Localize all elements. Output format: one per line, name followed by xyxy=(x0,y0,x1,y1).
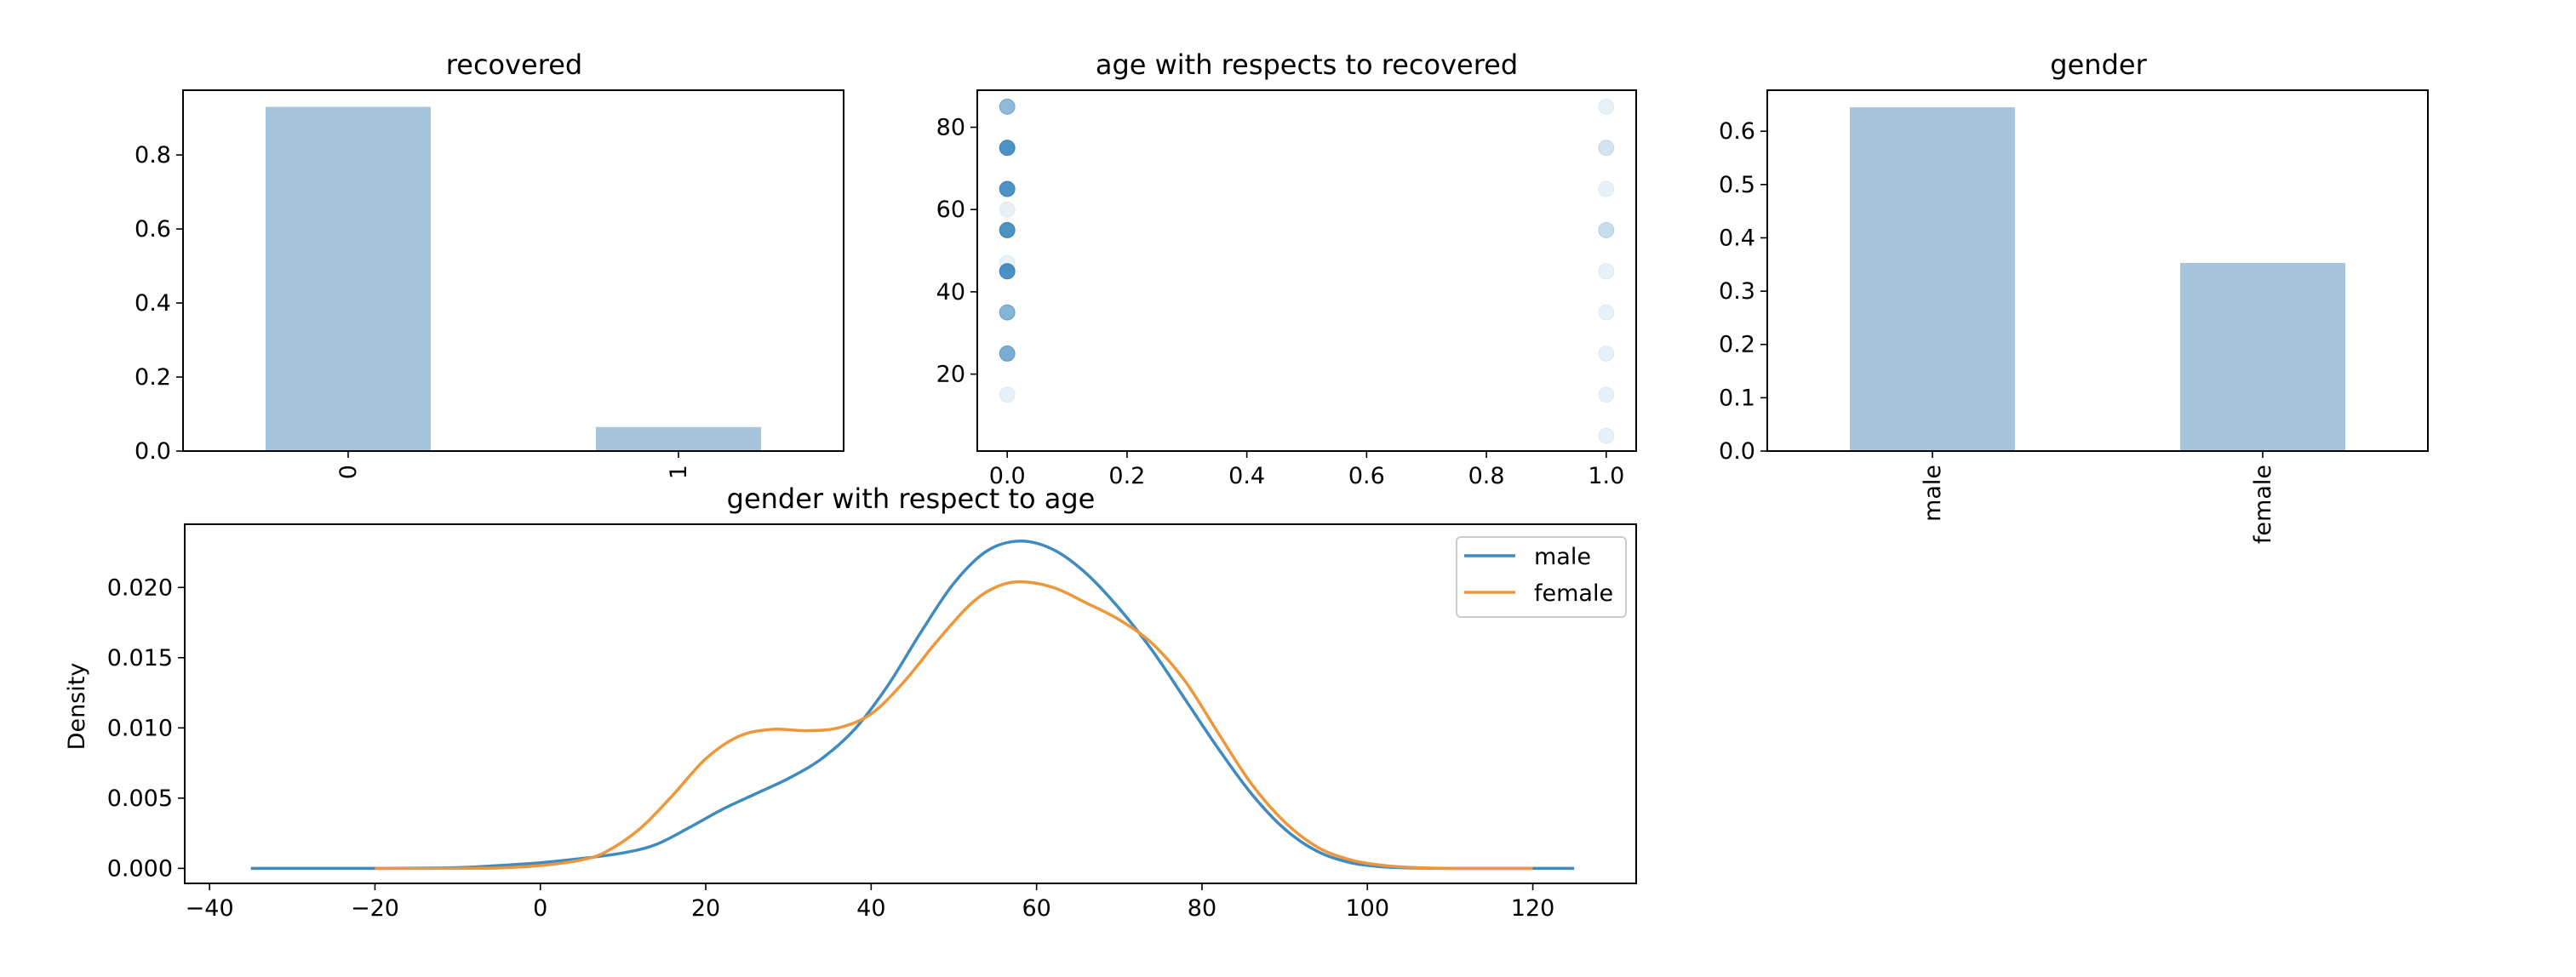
scatter-point xyxy=(1598,140,1615,157)
y-tick-label: 0.2 xyxy=(135,364,171,391)
y-tick-label: 0.000 xyxy=(107,855,173,882)
y-tick-label: 0.005 xyxy=(107,786,173,812)
axes-frame xyxy=(976,89,1637,452)
x-tick-label: 120 xyxy=(1511,895,1555,922)
x-tick-label: 0.8 xyxy=(1468,463,1505,489)
y-axis-label: Density xyxy=(64,663,90,751)
x-tick-label: 100 xyxy=(1345,895,1389,922)
scatter-point xyxy=(1598,263,1615,280)
bar-female xyxy=(2180,262,2345,451)
y-tick-label: 60 xyxy=(936,197,965,223)
y-tick-label: 0.015 xyxy=(107,645,173,671)
legend-label-female: female xyxy=(1534,580,1613,607)
kde-line-male xyxy=(250,540,1575,871)
age-vs-recovered-scatter: age with respects to recovered 20406080 … xyxy=(936,49,1637,489)
scatter-point xyxy=(999,221,1016,238)
points xyxy=(999,98,1615,444)
lines xyxy=(250,540,1575,871)
scatter-point xyxy=(1598,386,1615,403)
x-tick-label: 0.4 xyxy=(1228,463,1265,489)
y-tick-label: 0.6 xyxy=(1719,118,1755,145)
y-tick-label: 40 xyxy=(936,279,965,306)
y-tick-label: 0.3 xyxy=(1719,278,1755,305)
scatter-point xyxy=(999,263,1016,280)
y-tick-label: 0.0 xyxy=(1719,438,1755,465)
scatter-point xyxy=(1598,98,1615,115)
scatter-point xyxy=(1598,427,1615,444)
x-tick-label: 80 xyxy=(1188,895,1216,922)
y-axis: 0.0 0.2 0.4 0.6 0.8 xyxy=(135,142,183,465)
x-tick-label: 0 xyxy=(335,465,362,479)
scatter-point xyxy=(1598,180,1615,197)
y-tick-label: 0.8 xyxy=(135,142,171,169)
y-tick-label: 0.010 xyxy=(107,715,173,741)
x-axis: male female xyxy=(1920,451,2276,544)
y-axis: 20 40 60 80 xyxy=(936,115,977,388)
x-tick-label: 0.2 xyxy=(1108,463,1145,489)
scatter-point xyxy=(1598,221,1615,238)
y-tick-label: 80 xyxy=(936,115,965,141)
x-axis: −40 −20 0 20 40 60 80 100 120 xyxy=(186,883,1555,922)
scatter-point xyxy=(999,304,1016,321)
y-tick-label: 0.5 xyxy=(1719,172,1755,198)
bar-male xyxy=(1850,107,2015,452)
bars xyxy=(266,106,761,452)
y-tick-label: 0.1 xyxy=(1719,385,1755,411)
legend: male female xyxy=(1456,536,1627,618)
y-tick-label: 0.0 xyxy=(135,438,171,465)
x-tick-label: male xyxy=(1920,465,1946,522)
kde-line-female xyxy=(375,580,1533,871)
y-tick-label: 0.020 xyxy=(107,574,173,601)
scatter-point xyxy=(1598,304,1615,321)
y-axis: 0.0 0.1 0.2 0.3 0.4 0.5 0.6 xyxy=(1719,118,1767,465)
scatter-point xyxy=(999,201,1016,218)
scatter-point xyxy=(1598,345,1615,362)
chart-title: age with respects to recovered xyxy=(1096,49,1518,81)
axes-frame xyxy=(184,523,1637,884)
gender-bar-chart: gender 0.0 0.1 0.2 0.3 0.4 0.5 0.6 male female xyxy=(1719,49,2429,544)
bars xyxy=(1850,107,2345,452)
gender-age-kde-chart: gender with respect to age Density 0.000… xyxy=(64,483,1637,922)
y-tick-label: 0.4 xyxy=(1719,225,1755,251)
y-tick-label: 20 xyxy=(936,362,965,388)
y-tick-label: 0.6 xyxy=(135,216,171,243)
y-tick-label: 0.2 xyxy=(1719,332,1755,358)
axes-frame xyxy=(182,89,844,452)
x-tick-label: 0 xyxy=(533,895,547,922)
x-tick-label: −40 xyxy=(186,895,234,922)
x-tick-label: 0.6 xyxy=(1348,463,1385,489)
x-tick-label: 0.0 xyxy=(989,463,1026,489)
x-tick-label: 1.0 xyxy=(1588,463,1624,489)
scatter-point xyxy=(999,98,1016,115)
chart-title: gender xyxy=(2050,49,2147,81)
x-tick-label: 20 xyxy=(691,895,720,922)
y-tick-label: 0.4 xyxy=(135,290,171,317)
bar-0 xyxy=(266,106,431,452)
scatter-point xyxy=(999,386,1016,403)
legend-label-male: male xyxy=(1534,544,1591,570)
x-tick-label: 1 xyxy=(666,465,692,479)
y-axis: 0.000 0.005 0.010 0.015 0.020 xyxy=(107,574,185,882)
scatter-point xyxy=(999,140,1016,157)
x-axis: 0.0 0.2 0.4 0.6 0.8 1.0 xyxy=(989,451,1624,489)
scatter-point xyxy=(999,180,1016,197)
x-tick-label: female xyxy=(2250,465,2276,544)
axes-frame xyxy=(1766,89,2429,452)
x-tick-label: 40 xyxy=(856,895,885,922)
x-tick-label: −20 xyxy=(351,895,399,922)
chart-title: recovered xyxy=(446,49,582,81)
x-tick-label: 60 xyxy=(1022,895,1050,922)
scatter-point xyxy=(999,345,1016,362)
bar-1 xyxy=(596,426,761,451)
chart-title: gender with respect to age xyxy=(727,483,1096,515)
